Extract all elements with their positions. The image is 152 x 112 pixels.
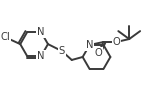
Text: S: S <box>59 46 65 56</box>
Text: O: O <box>95 48 102 58</box>
Text: Cl: Cl <box>0 32 10 42</box>
Text: O: O <box>112 37 120 47</box>
Text: N: N <box>37 51 45 61</box>
Text: N: N <box>86 40 93 50</box>
Text: N: N <box>37 27 45 37</box>
